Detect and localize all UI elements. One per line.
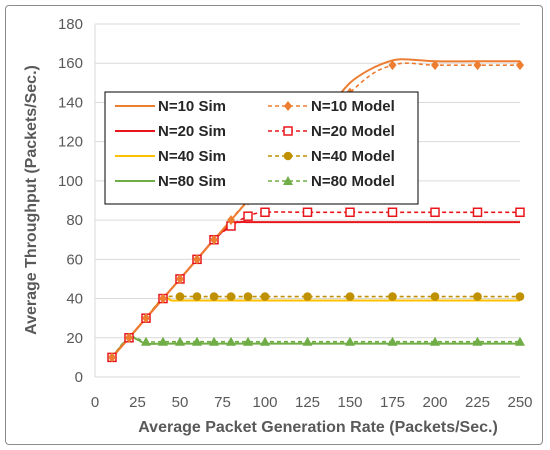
point-n-10-model [227,215,235,226]
point-n-80-model [515,336,525,346]
y-tick-label: 140 [58,94,83,111]
y-tick-label: 120 [58,134,83,151]
legend-marker-n-10-model [284,101,292,111]
point-n-40-model [515,292,525,301]
point-n-20-model [515,207,525,218]
point-n-40-model [345,292,355,301]
x-tick-label: 175 [380,394,405,411]
legend-box [104,91,419,205]
point-n-20-model [387,207,398,218]
x-tick-label: 25 [129,394,146,411]
legend-label-n-80-model: N=80 Model [311,173,395,190]
series-line-n-20-sim [111,220,520,359]
point-n-10-model [473,60,482,71]
point-n-10-model [176,273,184,284]
point-n-40-model [430,292,440,301]
series-line-n-80-sim [111,335,520,359]
x-tick-label: 100 [252,394,277,411]
legend-label-n-10-sim: N=10 Sim [158,98,226,115]
point-n-80-model [192,336,202,346]
point-n-10-model [431,60,439,71]
point-n-20-model [243,211,253,221]
y-axis-title: Average Throughput (Packets/Sec.) [23,65,40,335]
point-n-20-model [302,207,313,218]
x-tick-label: 75 [214,394,231,411]
tick-labels: 0 20 40 60 80 100 120 140 160 180 0 25 50 75 100 125 150… [58,16,533,411]
legend-marker-n-20-model [283,126,293,136]
legend-label-n-40-sim: N=40 Sim [158,148,226,165]
point-n-80-model [387,336,398,346]
point-n-80-model [260,336,270,346]
legend-label-n-40-model: N=40 Model [311,148,395,165]
point-n-40-model [303,292,312,301]
x-tick-label: 0 [91,394,99,411]
x-tick-label: 125 [295,394,320,411]
y-tick-label: 40 [66,291,83,308]
x-tick-label: 225 [465,394,490,411]
point-n-40-model [209,292,219,301]
x-tick-label: 250 [507,394,532,411]
y-tick-label: 180 [58,16,83,33]
point-n-10-model [516,60,524,71]
legend-marker-n-80-model [283,176,293,185]
point-n-40-model [226,292,236,301]
series-line-n-80-model [111,336,520,358]
y-tick-label: 160 [58,55,83,72]
point-n-40-model [260,292,270,301]
point-n-80-model [226,336,236,346]
point-n-40-model [473,292,482,301]
point-n-40-model [388,292,397,301]
y-tick-label: 20 [66,330,83,347]
legend-label-n-20-sim: N=20 Sim [158,123,226,140]
point-n-40-model [175,292,185,301]
point-n-10-model [159,293,167,304]
series-line-n-40-model [111,295,520,358]
legend: N=10 Sim N=10 Model N=20 Sim N=20 Model N=40… [104,91,419,205]
point-n-20-model [345,207,355,218]
point-n-40-model [243,292,253,301]
point-n-80-model [141,336,151,346]
x-axis-title: Average Packet Generation Rate (Packets/… [138,419,498,436]
y-tick-label: 0 [75,369,83,386]
point-n-80-model [243,336,253,346]
legend-label-n-10-model: N=10 Model [311,98,395,115]
x-tick-label: 50 [172,394,189,411]
point-n-80-model [302,336,313,346]
point-n-80-model [209,336,219,346]
point-n-10-model [108,352,116,363]
point-n-10-model [388,60,397,71]
point-n-80-model [158,336,168,346]
point-n-10-model [210,234,218,245]
point-n-80-model [472,336,483,346]
point-n-20-model [472,207,483,218]
x-tick-label: 200 [422,394,447,411]
legend-label-n-20-model: N=20 Model [311,123,395,140]
series-line-n-20-model [111,211,520,358]
point-n-10-model [125,332,133,343]
point-n-80-model [430,336,440,346]
series-line-n-40-sim [111,296,520,359]
x-tick-label: 150 [337,394,362,411]
chart-frame [5,5,543,445]
point-n-80-model [345,336,355,346]
point-n-20-model [260,207,270,218]
point-n-20-model [430,207,440,218]
y-tick-label: 60 [66,251,83,268]
point-n-10-model [193,254,201,265]
legend-marker-n-40-model [283,151,293,161]
legend-label-n-80-sim: N=80 Sim [158,173,226,190]
y-tick-label: 100 [58,173,83,190]
y-tick-label: 80 [66,212,83,229]
point-n-40-model [192,292,202,301]
point-n-10-model [142,313,150,324]
point-n-80-model [175,336,185,346]
